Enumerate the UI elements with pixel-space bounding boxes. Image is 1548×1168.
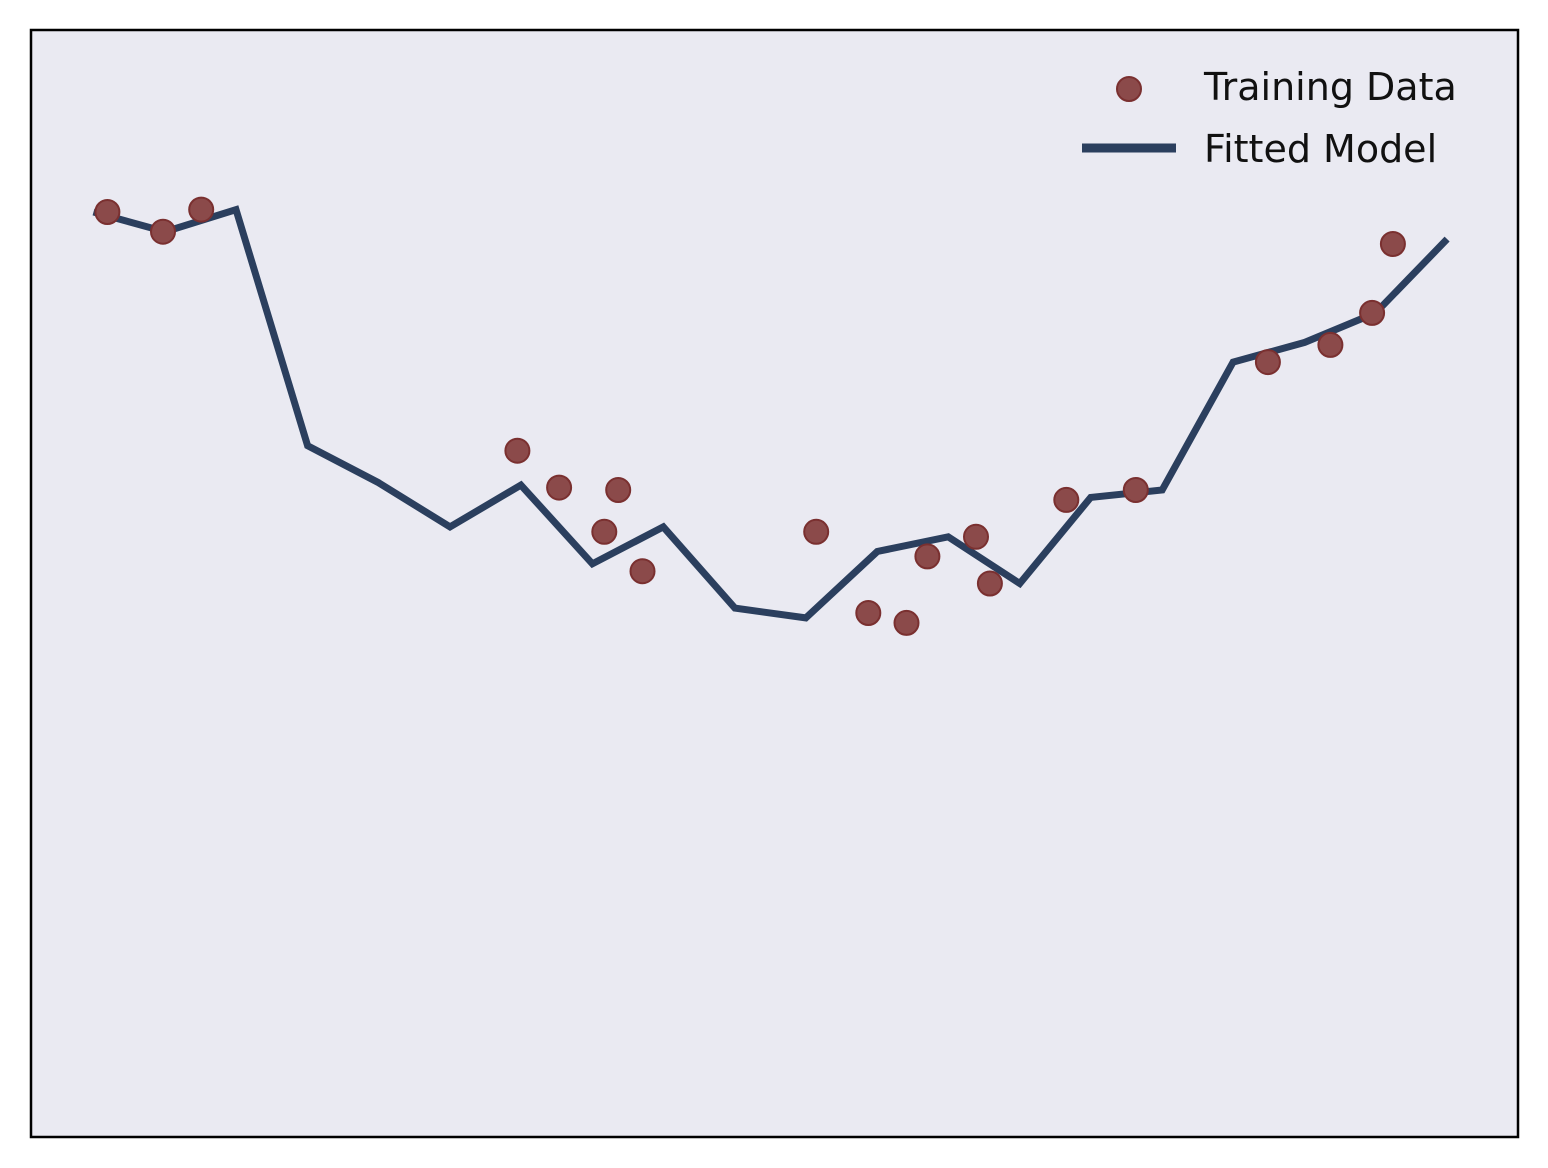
training-data-point-1 — [150, 218, 176, 245]
training-data-point-11 — [914, 543, 941, 570]
training-data-point-0 — [94, 199, 121, 225]
legend-marker-training-data — [1116, 76, 1142, 102]
training-data-point-18 — [1359, 299, 1386, 326]
training-data-point-7 — [629, 558, 656, 585]
training-data-point-19 — [1379, 231, 1406, 257]
training-data-point-17 — [1317, 331, 1344, 358]
training-data-point-2 — [188, 196, 215, 223]
training-data-point-9 — [855, 600, 882, 626]
training-data-point-8 — [803, 518, 830, 545]
training-data-point-13 — [976, 570, 1003, 597]
training-data-point-12 — [963, 523, 989, 550]
fitted-model-line — [92, 205, 1450, 622]
legend-label-fitted-model: Fitted Model — [1204, 127, 1437, 171]
training-data-point-15 — [1122, 477, 1149, 503]
plot-area — [31, 30, 1518, 1137]
training-data-point-10 — [893, 609, 920, 636]
axes-frame — [29, 28, 1520, 1139]
training-data-point-3 — [504, 437, 531, 464]
training-data-point-6 — [605, 477, 632, 503]
legend: Training Data Fitted Model — [1082, 65, 1457, 171]
fitted-model-layer — [92, 205, 1450, 622]
legend-label-training-data: Training Data — [1203, 65, 1457, 109]
training-data-layer — [94, 196, 1406, 636]
training-data-point-16 — [1254, 349, 1281, 376]
training-data-point-5 — [591, 518, 618, 545]
training-data-point-14 — [1053, 486, 1080, 513]
training-data-point-4 — [546, 474, 573, 501]
